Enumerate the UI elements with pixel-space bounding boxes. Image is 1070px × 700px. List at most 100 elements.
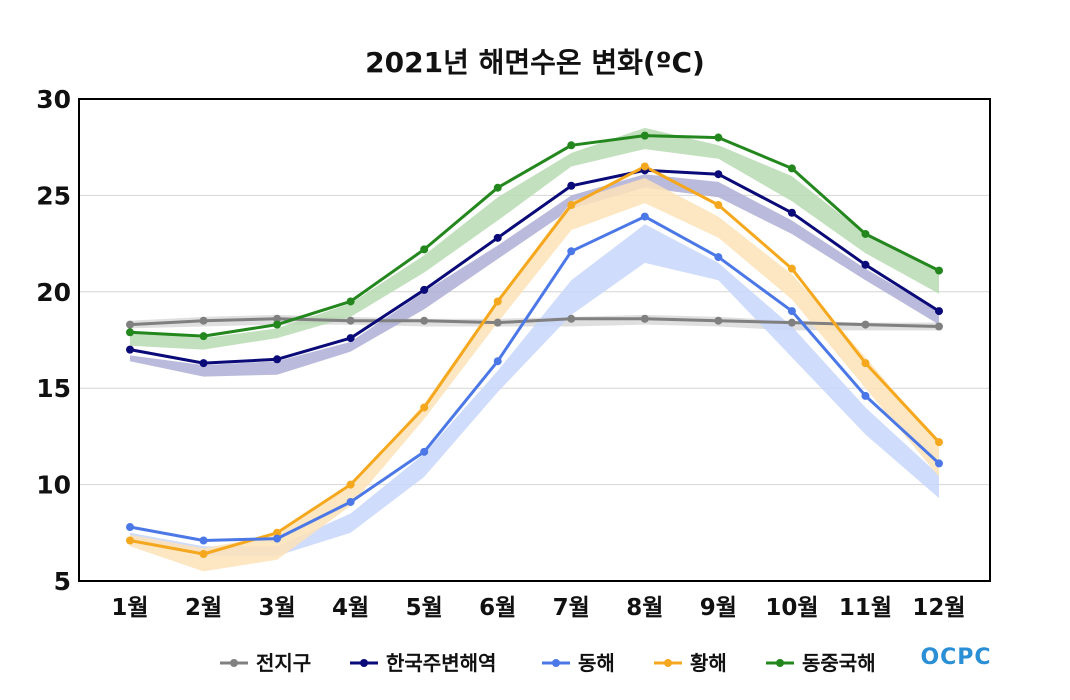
data-points (126, 131, 943, 559)
legend-label: 동중국해 (802, 651, 876, 675)
legend-label: 동해 (578, 651, 615, 675)
x-tick-label: 10월 (765, 595, 818, 621)
series-line-한국주변해역 (129, 168, 940, 365)
data-point-동중국해 (787, 164, 796, 173)
data-point-동중국해 (273, 320, 282, 329)
x-tick-label: 12월 (912, 595, 965, 621)
data-point-황해 (273, 528, 282, 537)
band-황해 (130, 178, 939, 572)
data-point-동중국해 (935, 266, 943, 275)
data-point-한국주변해역 (126, 345, 134, 354)
legend-item: 동중국해 (766, 651, 876, 675)
data-point-전지구 (346, 316, 355, 325)
data-point-전지구 (861, 320, 870, 329)
logo-text: OCPC (920, 645, 991, 670)
data-point-동해 (714, 253, 723, 262)
data-point-황해 (714, 201, 723, 210)
legend-swatch-dot (360, 659, 368, 667)
range-bands (130, 127, 939, 572)
legend-item: 황해 (654, 651, 727, 675)
legend-label: 황해 (690, 651, 727, 675)
legend-item: 한국주변해역 (350, 651, 496, 675)
series-lines (129, 134, 941, 556)
data-point-황해 (935, 438, 943, 447)
data-point-한국주변해역 (935, 307, 943, 316)
data-point-전지구 (714, 316, 723, 325)
y-tick-label: 25 (36, 181, 71, 210)
data-point-전지구 (273, 314, 282, 323)
data-point-동중국해 (861, 229, 870, 238)
data-point-동중국해 (714, 133, 723, 142)
series-line-전지구 (129, 317, 940, 328)
legend-swatch-dot (230, 659, 238, 667)
series-line-동중국해 (129, 134, 940, 338)
series-line-동해 (129, 215, 941, 542)
data-point-동중국해 (346, 297, 355, 306)
data-point-전지구 (126, 320, 134, 329)
data-point-전지구 (493, 318, 502, 327)
data-point-동해 (493, 357, 502, 366)
x-tick-label: 7월 (553, 595, 590, 621)
data-point-동해 (346, 497, 355, 506)
data-point-전지구 (787, 318, 796, 327)
data-point-황해 (640, 162, 649, 171)
data-point-한국주변해역 (420, 285, 429, 294)
chart-title: 2021년 해면수온 변화(ºC) (365, 46, 705, 79)
data-point-한국주변해역 (861, 260, 870, 269)
data-point-황해 (126, 536, 134, 545)
data-point-황해 (861, 359, 870, 368)
data-point-황해 (567, 201, 576, 210)
data-point-전지구 (935, 322, 943, 331)
legend-label: 전지구 (256, 651, 311, 675)
data-point-동중국해 (126, 328, 134, 337)
y-tick-label: 5 (54, 567, 71, 596)
data-point-동해 (126, 523, 134, 532)
data-point-동해 (420, 447, 429, 456)
data-point-동중국해 (640, 131, 649, 140)
x-tick-label: 3월 (259, 595, 296, 621)
data-point-동해 (199, 536, 208, 545)
data-point-황해 (787, 264, 796, 273)
data-point-동해 (640, 212, 649, 221)
data-point-한국주변해역 (273, 355, 282, 364)
x-axis-ticks: 1월 2월 3월 4월 5월 6월 7월 8월 9월 10월 11월 12월 (111, 595, 965, 621)
legend-swatch-dot (776, 659, 784, 667)
data-point-전지구 (199, 316, 208, 325)
data-point-동해 (787, 307, 796, 316)
x-tick-label: 8월 (626, 595, 663, 621)
data-point-한국주변해역 (493, 233, 502, 242)
legend-item: 전지구 (220, 651, 311, 675)
x-tick-label: 5월 (406, 595, 443, 621)
data-point-동중국해 (493, 183, 502, 192)
data-point-한국주변해역 (787, 208, 796, 217)
series-line-황해 (129, 165, 941, 556)
x-tick-label: 6월 (479, 595, 516, 621)
legend: 전지구 한국주변해역 동해 황해 동중국해 (220, 651, 876, 675)
data-point-동해 (935, 459, 943, 468)
data-point-황해 (346, 480, 355, 489)
x-tick-label: 9월 (700, 595, 737, 621)
data-point-한국주변해역 (199, 359, 208, 368)
y-axis-ticks: 5 10 15 20 25 30 (36, 85, 71, 596)
x-tick-label: 2월 (185, 595, 222, 621)
data-point-황해 (199, 550, 208, 559)
y-tick-label: 20 (36, 278, 71, 307)
data-point-동중국해 (567, 141, 576, 150)
data-point-한국주변해역 (346, 334, 355, 343)
data-point-동중국해 (199, 332, 208, 341)
x-tick-label: 11월 (839, 595, 892, 621)
data-point-동중국해 (420, 245, 429, 254)
legend-swatch-dot (664, 659, 672, 667)
data-point-황해 (420, 403, 429, 412)
data-point-황해 (493, 297, 502, 306)
data-point-한국주변해역 (567, 181, 576, 190)
y-tick-label: 15 (36, 374, 71, 403)
ocpc-logo: OCPC (920, 645, 991, 670)
data-point-전지구 (567, 314, 576, 323)
plot-frame (78, 98, 991, 582)
data-point-한국주변해역 (714, 170, 723, 179)
legend-swatch-dot (552, 659, 560, 667)
data-point-동해 (273, 534, 282, 543)
legend-label: 한국주변해역 (386, 651, 496, 675)
legend-item: 동해 (542, 651, 615, 675)
